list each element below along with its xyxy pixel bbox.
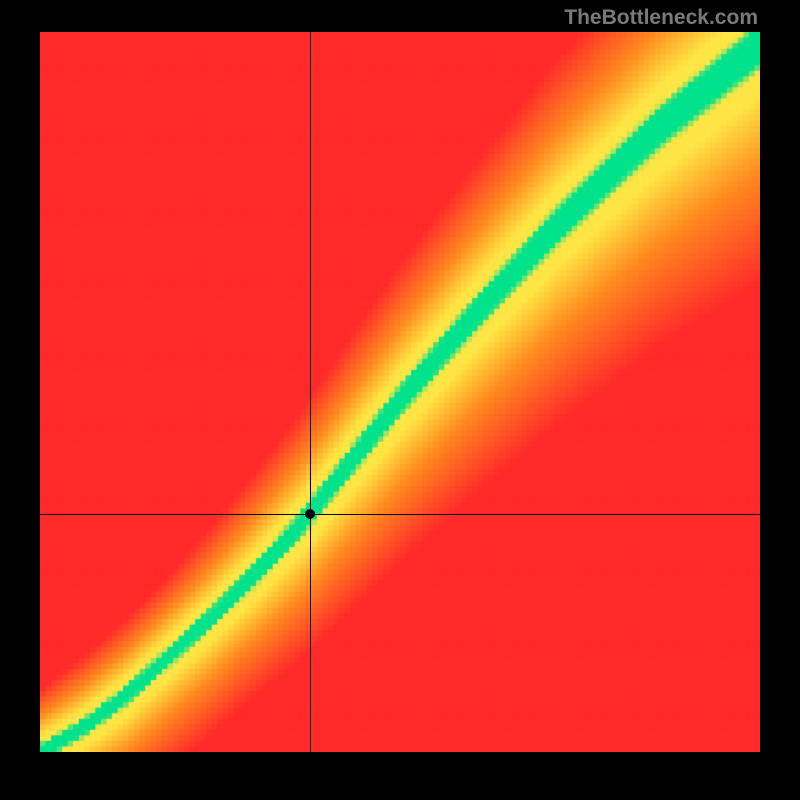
crosshair-vertical <box>310 32 311 752</box>
crosshair-horizontal <box>40 514 760 515</box>
heatmap-canvas <box>40 32 760 752</box>
watermark-text: TheBottleneck.com <box>564 6 758 30</box>
heatmap-plot <box>40 32 760 752</box>
crosshair-marker <box>305 509 315 519</box>
